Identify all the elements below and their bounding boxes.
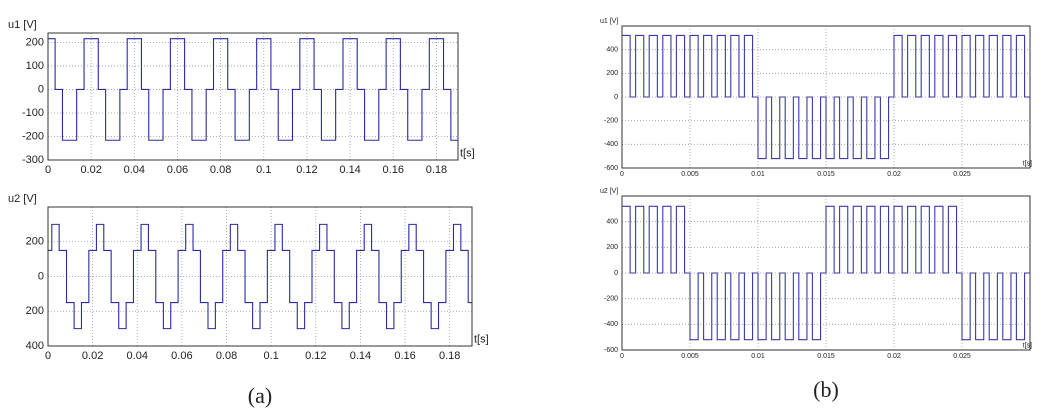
- x-tick-label: 0.04: [124, 164, 145, 176]
- x-tick-label: 0.02: [80, 164, 101, 176]
- y-tick-label: 0: [38, 83, 44, 95]
- x-tick-label: 0.08: [216, 350, 237, 362]
- x-tick-label: 0.16: [394, 350, 415, 362]
- x-axis-title: t[s]: [1023, 161, 1032, 168]
- x-tick-label: 0.04: [127, 350, 148, 362]
- x-tick-label: 0: [45, 164, 51, 176]
- y-tick-label: 100: [26, 60, 44, 72]
- x-tick-label: 0.14: [339, 164, 360, 176]
- series-line: [48, 223, 472, 330]
- x-axis-title: t[s]: [1023, 343, 1032, 350]
- y-tick-label: -600: [604, 347, 618, 354]
- x-tick-label: 0: [45, 350, 51, 362]
- x-tick-label: 0.18: [439, 350, 460, 362]
- x-tick-label: 0.12: [305, 350, 326, 362]
- y-tick-label: -100: [22, 107, 44, 119]
- x-tick-label: 0.06: [171, 350, 192, 362]
- x-tick-label: 0.005: [681, 171, 699, 178]
- y-axis-title: u1 [V]: [8, 19, 37, 31]
- x-axis-title: t[s]: [474, 333, 489, 345]
- plot-area: [48, 33, 458, 160]
- plot-frame: [47, 206, 473, 347]
- plot-frame: [621, 195, 1031, 351]
- y-tick-label: 400: [26, 340, 44, 352]
- x-tick-label: 0.02: [82, 350, 103, 362]
- y-tick-label: -400: [604, 141, 618, 148]
- y-tick-label: -600: [604, 165, 618, 172]
- y-tick-label: 400: [606, 47, 618, 54]
- x-tick-label: 0.18: [426, 164, 447, 176]
- y-axis-title: u2 [V]: [8, 193, 37, 205]
- x-tick-label: 0: [620, 353, 624, 360]
- x-tick-label: 0.01: [751, 171, 765, 178]
- y-axis-title: u1 [V]: [600, 18, 618, 25]
- x-tick-label: 0.015: [817, 171, 835, 178]
- y-tick-label: -300: [22, 154, 44, 166]
- x-tick-label: 0.06: [167, 164, 188, 176]
- x-tick-label: 0.08: [210, 164, 231, 176]
- series-line: [48, 38, 458, 141]
- x-tick-label: 0.025: [953, 171, 971, 178]
- x-tick-label: 0.015: [817, 353, 835, 360]
- x-tick-label: 0.02: [887, 353, 901, 360]
- y-tick-label: 200: [606, 244, 618, 251]
- x-tick-label: 0.1: [256, 164, 271, 176]
- x-tick-label: 0: [620, 171, 624, 178]
- y-tick-label: 200: [26, 36, 44, 48]
- y-tick-label: 200: [606, 70, 618, 77]
- y-tick-label: -200: [22, 130, 44, 142]
- x-tick-label: 0.12: [296, 164, 317, 176]
- x-tick-label: 0.02: [887, 171, 901, 178]
- plot-frame: [47, 32, 459, 161]
- x-tick-label: 0.01: [751, 353, 765, 360]
- caption: (b): [813, 377, 839, 402]
- series-line: [622, 34, 1030, 160]
- caption: (a): [248, 383, 272, 408]
- y-tick-label: 400: [606, 219, 618, 226]
- y-tick-label: 0: [38, 270, 44, 282]
- x-tick-label: 0.025: [953, 353, 971, 360]
- x-tick-label: 0.005: [681, 353, 699, 360]
- x-tick-label: 0.1: [264, 350, 279, 362]
- x-tick-label: 0.14: [350, 350, 371, 362]
- y-tick-label: -200: [604, 118, 618, 125]
- y-tick-label: 0: [614, 270, 618, 277]
- x-tick-label: 0.16: [383, 164, 404, 176]
- y-tick-label: 200: [26, 305, 44, 317]
- y-tick-label: -400: [604, 321, 618, 328]
- series-line: [622, 205, 1030, 341]
- x-axis-title: t[s]: [460, 147, 475, 159]
- y-axis-title: u2 [V]: [600, 188, 618, 195]
- y-tick-label: 200: [26, 236, 44, 248]
- y-tick-label: -200: [604, 296, 618, 303]
- y-tick-label: 0: [614, 94, 618, 101]
- plot-frame: [621, 25, 1031, 169]
